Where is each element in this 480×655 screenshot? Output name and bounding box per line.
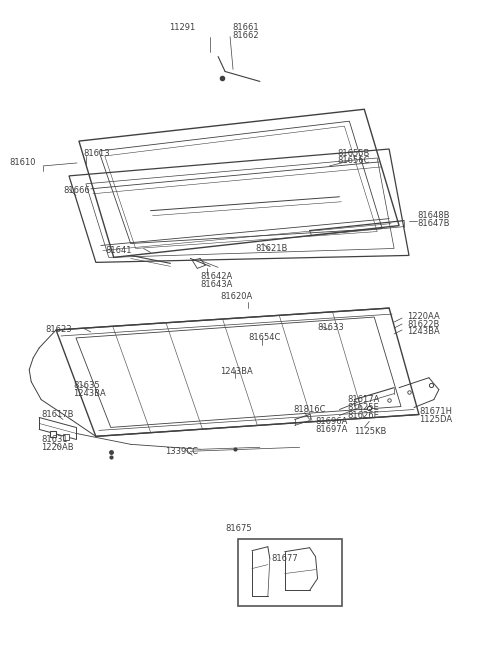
- Text: 81655B: 81655B: [337, 149, 370, 157]
- Text: 1243BA: 1243BA: [407, 328, 440, 337]
- Text: 81621B: 81621B: [255, 244, 288, 253]
- Text: 81613: 81613: [83, 149, 109, 157]
- Text: 81623: 81623: [45, 326, 72, 335]
- Text: 1339CC: 1339CC: [166, 447, 198, 456]
- Text: 81654C: 81654C: [248, 333, 280, 343]
- Text: 81648B: 81648B: [417, 211, 449, 220]
- Text: 81666: 81666: [63, 186, 90, 195]
- Text: 1125KB: 1125KB: [354, 427, 387, 436]
- Text: 81675: 81675: [225, 525, 252, 533]
- Text: 81617B: 81617B: [41, 410, 73, 419]
- Text: 81622B: 81622B: [407, 320, 439, 329]
- Text: 81661: 81661: [232, 23, 259, 32]
- Text: 11291: 11291: [169, 23, 195, 32]
- Text: 81633: 81633: [318, 324, 344, 333]
- Text: 81626E: 81626E: [348, 411, 379, 420]
- Text: 81677: 81677: [272, 554, 299, 563]
- Text: 1125DA: 1125DA: [419, 415, 452, 424]
- Text: 81610: 81610: [9, 159, 36, 168]
- Text: 81697A: 81697A: [315, 425, 348, 434]
- Bar: [238, 539, 342, 607]
- Text: 81647B: 81647B: [417, 219, 449, 228]
- Text: 81671H: 81671H: [419, 407, 452, 416]
- Text: 81816C: 81816C: [294, 405, 326, 414]
- Text: 81642A: 81642A: [200, 272, 232, 281]
- Text: 81617A: 81617A: [348, 395, 380, 404]
- Text: 81696A: 81696A: [315, 417, 348, 426]
- Text: 1220AB: 1220AB: [41, 443, 74, 452]
- Text: 81662: 81662: [232, 31, 259, 40]
- Text: 1243BA: 1243BA: [220, 367, 253, 376]
- Text: 81625E: 81625E: [348, 403, 379, 412]
- Text: 81635: 81635: [73, 381, 99, 390]
- Text: 81620A: 81620A: [220, 291, 252, 301]
- Text: 81641: 81641: [106, 246, 132, 255]
- Text: 81631: 81631: [41, 435, 68, 444]
- Text: 81643A: 81643A: [200, 280, 233, 289]
- Text: 1220AA: 1220AA: [407, 312, 440, 320]
- Text: 1243BA: 1243BA: [73, 389, 106, 398]
- Text: 81656C: 81656C: [337, 157, 370, 166]
